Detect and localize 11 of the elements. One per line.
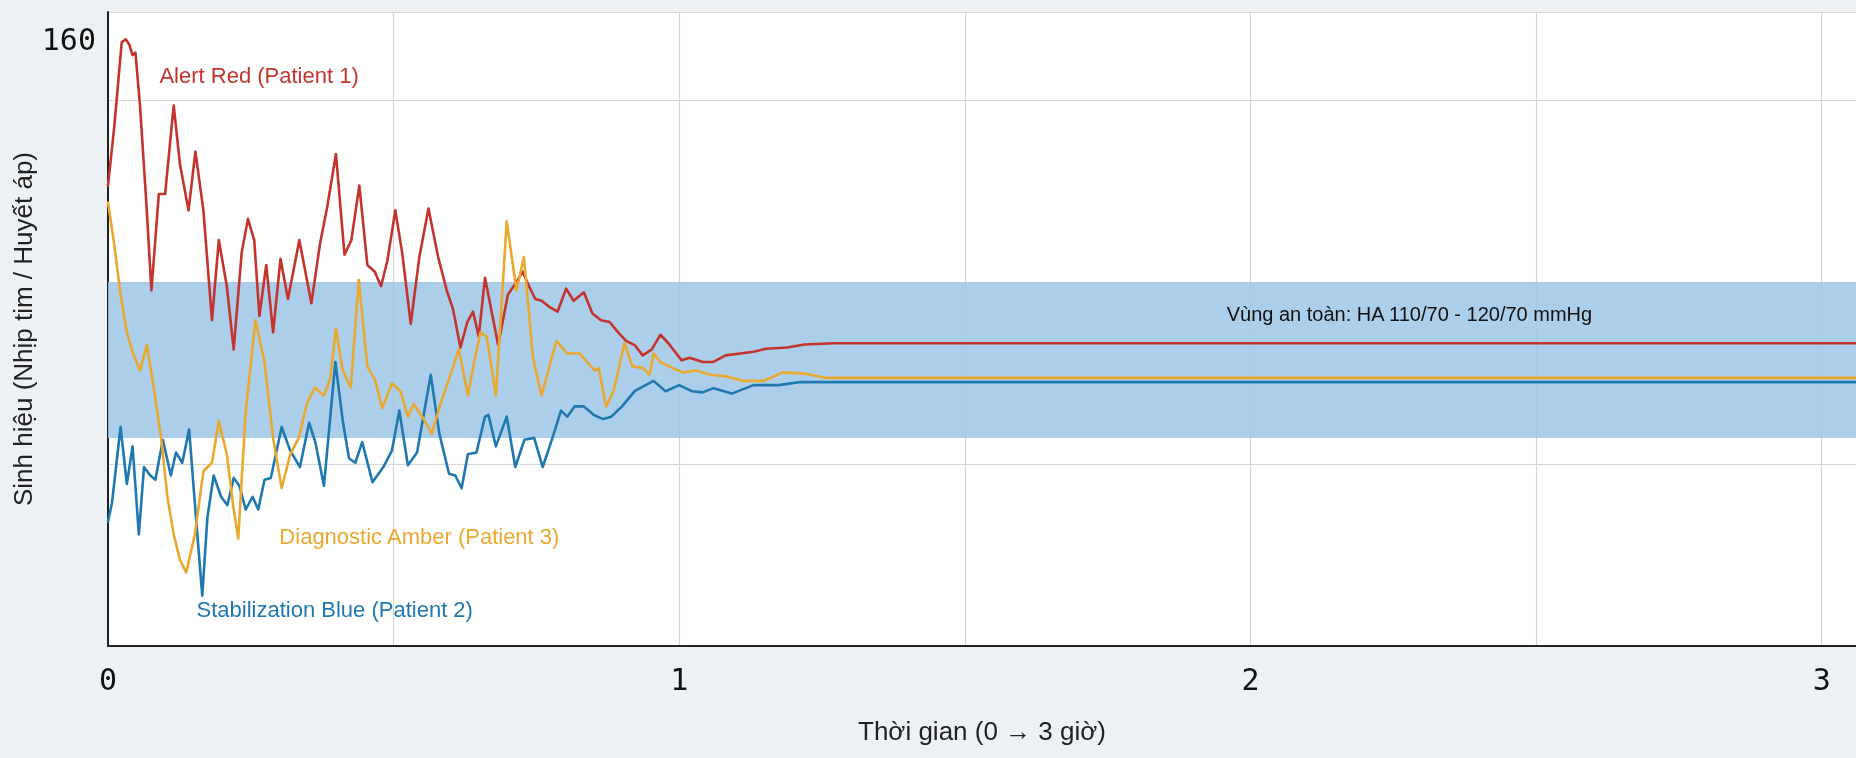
x-tick-label: 2	[1241, 661, 1260, 697]
y-axis-title: Sinh hiệu (Nhịp tim / Huyết áp)	[8, 151, 38, 507]
series-label: Stabilization Blue (Patient 2)	[196, 597, 473, 623]
band-label: Vùng an toàn: HA 110/70 - 120/70 mmHg	[1226, 302, 1593, 325]
x-tick-label: 1	[670, 661, 689, 697]
series-label: Diagnostic Amber (Patient 3)	[279, 524, 560, 550]
x-tick-label: 3	[1812, 661, 1831, 697]
text: 160	[41, 21, 96, 57]
x-axis-title: Thời gian (0 → 3 giờ)	[858, 716, 1106, 746]
x-tick-label: 0	[98, 661, 118, 697]
series-label: Alert Red (Patient 1)	[159, 63, 359, 89]
